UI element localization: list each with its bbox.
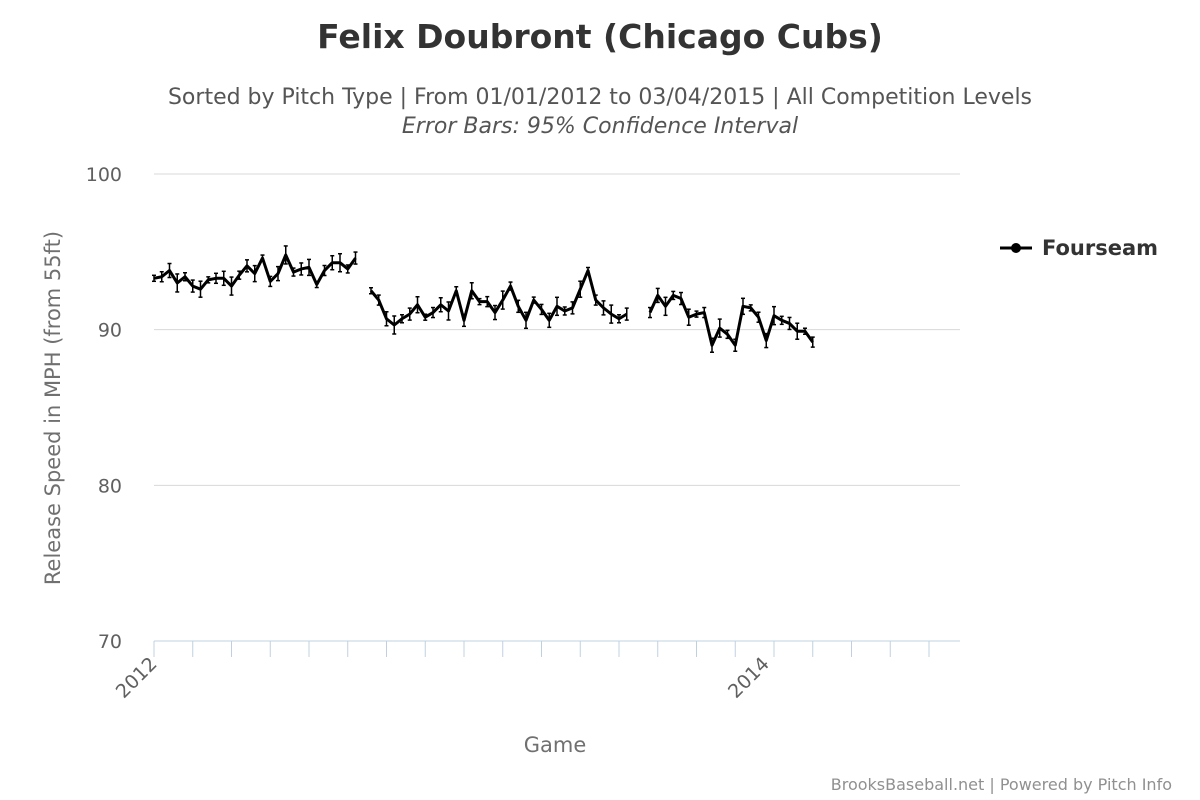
legend: Fourseam [1000, 236, 1158, 260]
y-tick-label-0: 70 [98, 631, 122, 653]
line-fourseam-1 [369, 269, 628, 327]
series-lines [152, 245, 815, 353]
chart-subtitle: Sorted by Pitch Type | From 01/01/2012 t… [168, 85, 1032, 110]
series-fourseam [152, 245, 815, 353]
axes: 70 80 90 100 2012 2014 [86, 164, 960, 703]
legend-label-fourseam: Fourseam [1042, 236, 1158, 260]
line-fourseam-0 [153, 253, 357, 291]
line-fourseam-2 [648, 293, 814, 347]
chart-title: Felix Doubront (Chicago Cubs) [317, 17, 883, 56]
y-tick-label-3: 100 [86, 164, 122, 186]
y-tick-label-2: 90 [98, 320, 122, 342]
y-axis-title: Release Speed in MPH (from 55ft) [41, 231, 65, 585]
x-tick-label-1: 2014 [724, 653, 774, 703]
credit-text: BrooksBaseball.net | Powered by Pitch In… [831, 775, 1172, 794]
x-tick-label-0: 2012 [112, 653, 162, 703]
legend-marker-fourseam [1011, 243, 1021, 253]
chart-subtitle-error-bars: Error Bars: 95% Confidence Interval [402, 114, 798, 139]
grid [154, 173, 960, 642]
x-axis-title: Game [524, 733, 587, 757]
y-tick-label-1: 80 [98, 475, 122, 497]
